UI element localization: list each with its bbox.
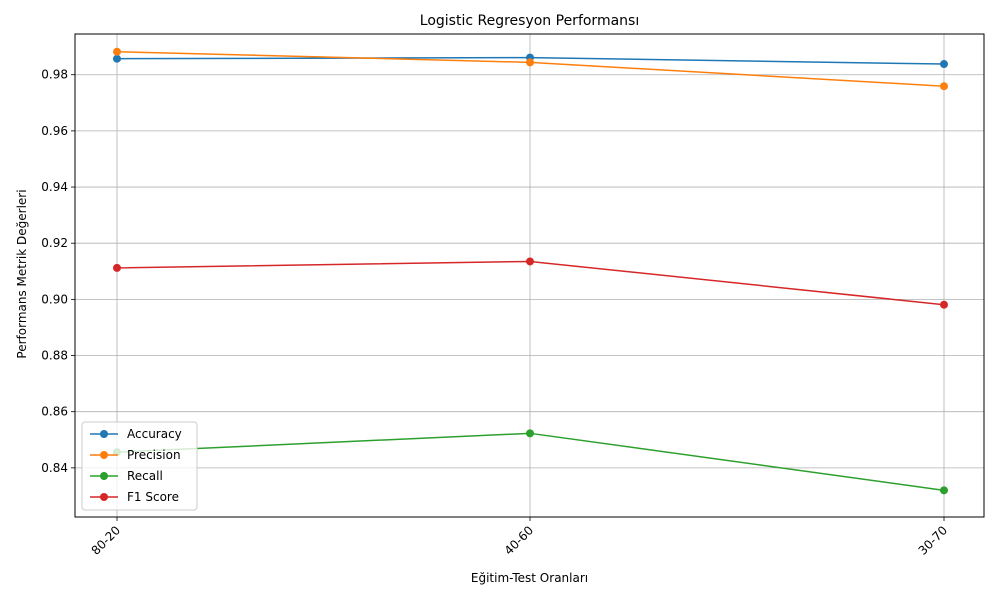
series-f1-score: [113, 257, 948, 309]
x-tick-label: 30-70: [916, 523, 951, 558]
legend-item: F1 Score: [90, 490, 179, 504]
grid-layer: [75, 34, 984, 517]
legend-label: F1 Score: [127, 490, 179, 504]
legend-swatch-marker: [100, 493, 108, 501]
legend-label: Precision: [127, 448, 181, 462]
legend-swatch-marker: [100, 472, 108, 480]
data-point: [113, 54, 121, 63]
legend-label: Accuracy: [127, 427, 182, 441]
y-tick-label: 0.84: [41, 461, 68, 475]
data-point: [940, 300, 948, 309]
y-tick-label: 0.98: [41, 68, 68, 82]
y-tick-label: 0.86: [41, 405, 68, 419]
y-tick-label: 0.96: [41, 124, 68, 138]
series-line: [116, 432, 945, 492]
data-point: [526, 257, 534, 266]
legend-swatch-marker: [100, 430, 108, 438]
series-recall: [113, 429, 948, 495]
series-precision: [113, 47, 948, 91]
series-line: [116, 260, 945, 306]
legend-item: Precision: [90, 448, 181, 462]
y-tick-label: 0.90: [41, 292, 68, 306]
chart-title: Logistic Regresyon Performansı: [420, 13, 639, 29]
y-tick-label: 0.88: [41, 349, 68, 363]
data-point: [113, 47, 121, 56]
x-axis-label: Eğitim-Test Oranları: [471, 571, 588, 585]
legend-item: Recall: [90, 469, 163, 483]
y-tick-label: 0.92: [41, 236, 68, 250]
series-accuracy: [113, 53, 948, 69]
x-tick-label: 40-60: [502, 523, 537, 558]
legend-swatch-marker: [100, 451, 108, 459]
legend-label: Recall: [127, 469, 163, 483]
data-point: [526, 58, 534, 67]
x-tick-label: 80-20: [89, 523, 124, 558]
y-tick-label: 0.94: [41, 180, 68, 194]
data-point: [940, 82, 948, 91]
legend: Accuracy Precision Recall F1 Score: [81, 421, 198, 511]
data-point: [940, 486, 948, 495]
data-point: [113, 263, 121, 272]
legend-item: Accuracy: [90, 427, 182, 441]
legend-box: [81, 421, 198, 511]
plot-frame: [74, 33, 985, 518]
data-point: [526, 429, 534, 438]
data-point: [940, 60, 948, 69]
y-axis-label: Performans Metrik Değerleri: [15, 189, 29, 358]
series-layer: [113, 47, 948, 495]
